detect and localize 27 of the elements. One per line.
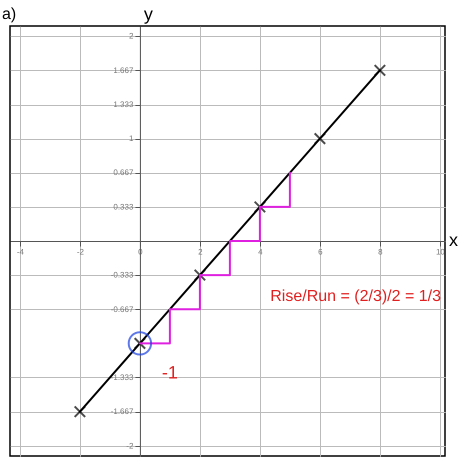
y-tick-label: -1.333 [110,372,134,382]
y-tick-label: 0.333 [113,202,134,212]
y-tick-label: -0.333 [110,270,134,280]
point [74,405,86,418]
y-tick-label: 1 [128,134,134,144]
x-axis-title: x [449,230,458,250]
annotation: Rise/Run = (2/3)/2 = 1/3 [270,288,442,305]
point [374,64,386,77]
y-tick-label: 2 [128,32,134,41]
y-axis-title: y [144,4,153,24]
x-tick-label: -4 [16,248,24,256]
y-tick-label: -1.667 [110,407,134,416]
x-tick-label: -2 [76,248,84,256]
x-tick-label: 6 [318,248,324,256]
point [254,200,266,214]
x-tick-label: 4 [258,248,264,256]
y-tick-label: -0.667 [110,304,134,314]
chart-title: a) [2,6,16,23]
y-tick-label: 1.333 [113,100,134,110]
y-tick-label: 0.667 [113,168,134,178]
point [314,132,326,145]
y-tick-label: -2 [126,441,134,450]
annotation: -1 [162,362,178,382]
y-tick-label: 1.667 [113,66,134,75]
x-tick-label: 8 [378,248,384,256]
x-tick-label: 2 [198,248,204,256]
point [194,268,206,282]
